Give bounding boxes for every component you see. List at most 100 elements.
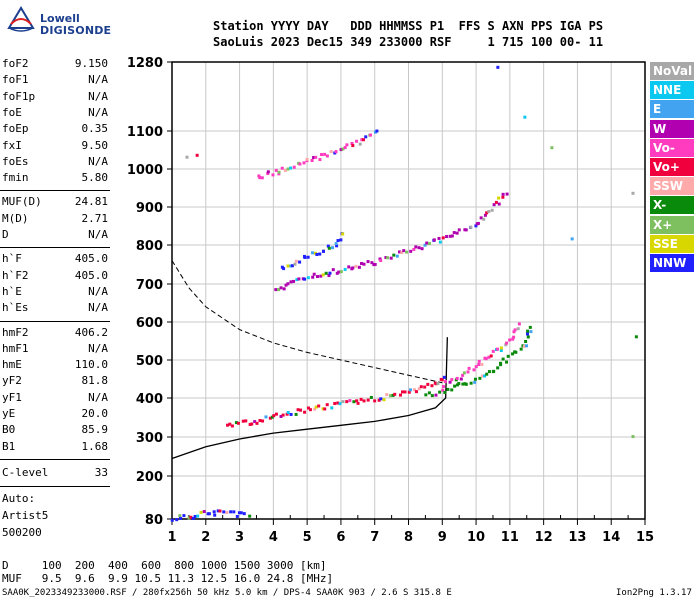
trace-point [228,422,232,426]
trace-point [327,274,331,278]
trace-point [324,271,328,275]
trace-point [319,274,323,278]
trace-point [323,407,327,411]
trace-point [345,400,349,404]
trace-point [314,405,318,409]
trace-point [453,384,457,388]
outlier-point [634,335,638,339]
trace-point [289,412,293,416]
trace-point [448,380,452,384]
y-tick-label: 1100 [127,125,163,140]
trace-point [295,278,299,282]
trace-point [333,401,337,405]
y-tick-label: 300 [136,431,163,446]
trace-point [213,513,217,517]
trace-point [347,265,351,269]
trace-point [400,251,404,255]
trace-point [430,394,434,398]
trace-point [351,144,355,148]
trace-point [473,380,477,384]
trace-point [369,395,373,399]
trace-point [490,208,494,212]
trace-point [398,250,402,254]
trace-point [316,275,320,279]
trace-point [348,399,352,403]
trace-point [472,368,476,372]
trace-point [360,138,364,142]
trace-point [469,225,473,229]
footer-muf-row: MUF 9.5 9.6 9.9 10.5 11.3 12.5 16.0 24.8… [2,572,334,585]
trace-point [298,162,302,166]
param-row: yF1 N/A [2,391,108,408]
x-tick-label: 7 [370,530,379,545]
divider [0,320,110,322]
trace-point [310,158,314,162]
trace-point [306,276,310,280]
trace-point [189,515,193,519]
trace-point [457,382,461,386]
trace-point [517,322,521,326]
divider [0,485,110,487]
outlier-point [550,146,554,150]
trace-point [202,510,206,514]
trace-point [492,369,496,373]
trace-point [196,514,200,518]
trace-point [492,203,496,207]
trace-point [499,363,503,367]
trace-point [427,391,431,395]
legend-item-ssw: SSW [650,177,694,196]
trace-point [514,350,518,354]
trace-point [511,352,515,356]
trace-point [311,251,315,255]
x-tick-label: 6 [336,530,345,545]
trace-point [325,154,329,158]
trace-point [222,510,226,514]
trace-point [355,139,359,143]
trace-point [379,397,383,401]
trace-point [483,374,487,378]
trace-point [306,255,310,259]
trace-point [343,146,347,150]
trace-point [323,152,327,156]
trace-point [271,173,275,177]
trace-point [345,143,349,147]
y-tick-label: 700 [136,278,163,293]
trace-point [321,273,325,277]
trace-point [250,422,254,426]
trace-point [338,402,342,406]
trace-point [290,264,294,268]
param-value: 20.0 [81,407,109,420]
param-row: foEp 0.35 [2,122,108,139]
legend-item-nne: NNE [650,81,694,100]
outlier-point [496,65,500,69]
trace-point [279,286,283,290]
trace-point [354,264,358,268]
trace-point [361,138,365,142]
trace-point [505,341,509,345]
trace-point [391,393,395,397]
trace-point [266,170,270,174]
param-name: fmin [2,171,29,185]
trace-point [327,246,331,250]
trace-point [258,176,262,180]
trace-point [501,195,505,199]
trace-point [401,390,405,394]
trace-point [522,344,526,348]
trace-point [328,271,332,275]
trace-point [187,516,191,520]
trace-point [508,338,512,342]
x-tick-label: 12 [535,530,553,545]
trace-point [357,265,361,269]
param-value: 110.0 [74,358,108,372]
trace-point [325,403,329,407]
trace-point [436,382,440,386]
divider [0,190,110,192]
x-tick-label: 5 [303,530,312,545]
trace-point [529,330,533,334]
trace-point [491,349,495,353]
trace-point [302,161,306,165]
trace-point [362,262,366,266]
param-name: h`F [2,252,22,266]
x-tick-label: 14 [602,530,620,545]
trace-point [308,408,312,412]
